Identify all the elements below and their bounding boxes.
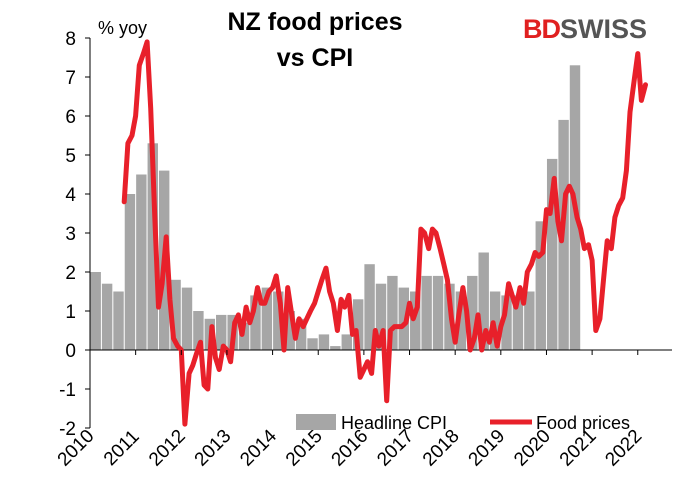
legend-bars-label: Headline CPI — [341, 413, 447, 433]
cpi-bar — [387, 275, 398, 350]
cpi-bar — [273, 291, 284, 350]
plot-area — [90, 39, 672, 427]
x-tick-label: 2015 — [282, 426, 327, 471]
cpi-bar — [250, 295, 261, 350]
cpi-bar — [261, 287, 273, 350]
cpi-bar — [432, 275, 444, 350]
cpi-bar — [341, 334, 352, 350]
logo-part-bd: BD — [523, 14, 560, 44]
y-tick-label: 3 — [65, 224, 76, 245]
cpi-bar — [546, 158, 558, 350]
cpi-bar — [410, 291, 421, 350]
y-tick-label: 4 — [65, 185, 76, 206]
cpi-bar — [238, 322, 250, 350]
cpi-bar — [478, 252, 489, 350]
cpi-bar — [512, 295, 524, 350]
cpi-bar — [364, 264, 375, 350]
cpi-bar — [113, 291, 124, 350]
y-tick-label: -1 — [59, 380, 76, 401]
y-tick-label: 2 — [65, 263, 76, 284]
x-tick-label: 2012 — [145, 426, 190, 471]
cpi-bar — [193, 311, 204, 350]
unit-label: % yoy — [98, 18, 147, 38]
cpi-bar — [467, 275, 478, 350]
cpi-bar — [421, 275, 432, 350]
cpi-bar — [284, 311, 295, 350]
cpi-bar — [524, 291, 535, 350]
svg-text:BDSWISS: BDSWISS — [523, 14, 647, 44]
chart-title-line1: NZ food prices — [227, 8, 402, 36]
y-tick-label: 6 — [65, 107, 76, 128]
y-tick-label: 1 — [65, 302, 76, 323]
food-prices-line — [121, 39, 648, 427]
cpi-bar — [181, 287, 193, 350]
x-tick-label: 2011 — [100, 426, 144, 470]
x-tick-label: 2019 — [465, 426, 510, 471]
legend-line-label: Food prices — [536, 413, 630, 433]
cpi-bar — [455, 291, 467, 350]
chart-title-line2: vs CPI — [277, 44, 353, 72]
cpi-bar — [170, 279, 181, 350]
cpi-bar — [489, 291, 501, 350]
logo-part-swiss: SWISS — [560, 14, 647, 44]
cpi-bar — [90, 272, 101, 350]
x-tick-label: 2013 — [191, 426, 236, 471]
y-tick-label: -2 — [59, 419, 76, 440]
cpi-bar — [330, 346, 341, 350]
cpi-bar — [535, 221, 546, 350]
cpi-bar — [101, 283, 113, 350]
legend-bars-swatch — [296, 414, 336, 430]
cpi-bar — [295, 318, 307, 350]
y-tick-label: 8 — [65, 29, 76, 50]
cpi-bar — [318, 334, 330, 350]
cpi-bar — [147, 143, 158, 350]
x-tick-label: 2014 — [236, 425, 281, 470]
cpi-bar — [352, 299, 364, 350]
brand-logo: BDSWISS — [523, 14, 647, 44]
y-tick-label: 7 — [65, 68, 76, 89]
cpi-bar — [136, 174, 147, 350]
cpi-bar — [307, 338, 318, 350]
y-tick-label: 5 — [65, 146, 76, 167]
cpi-bar — [216, 314, 227, 350]
legend: Headline CPI Food prices — [296, 413, 630, 433]
x-axis-ticks: 2010 2011 2012 2013 2014 2015 2016 2017 2018 2019… — [54, 350, 646, 471]
y-tick-label: 0 — [65, 341, 76, 362]
cpi-bar — [398, 287, 410, 350]
y-axis-ticks: 8 7 6 5 4 3 2 1 0 -1 -2 — [59, 29, 90, 440]
cpi-bar — [124, 194, 136, 350]
cpi-bar — [501, 295, 512, 350]
cpi-bar — [375, 283, 387, 350]
